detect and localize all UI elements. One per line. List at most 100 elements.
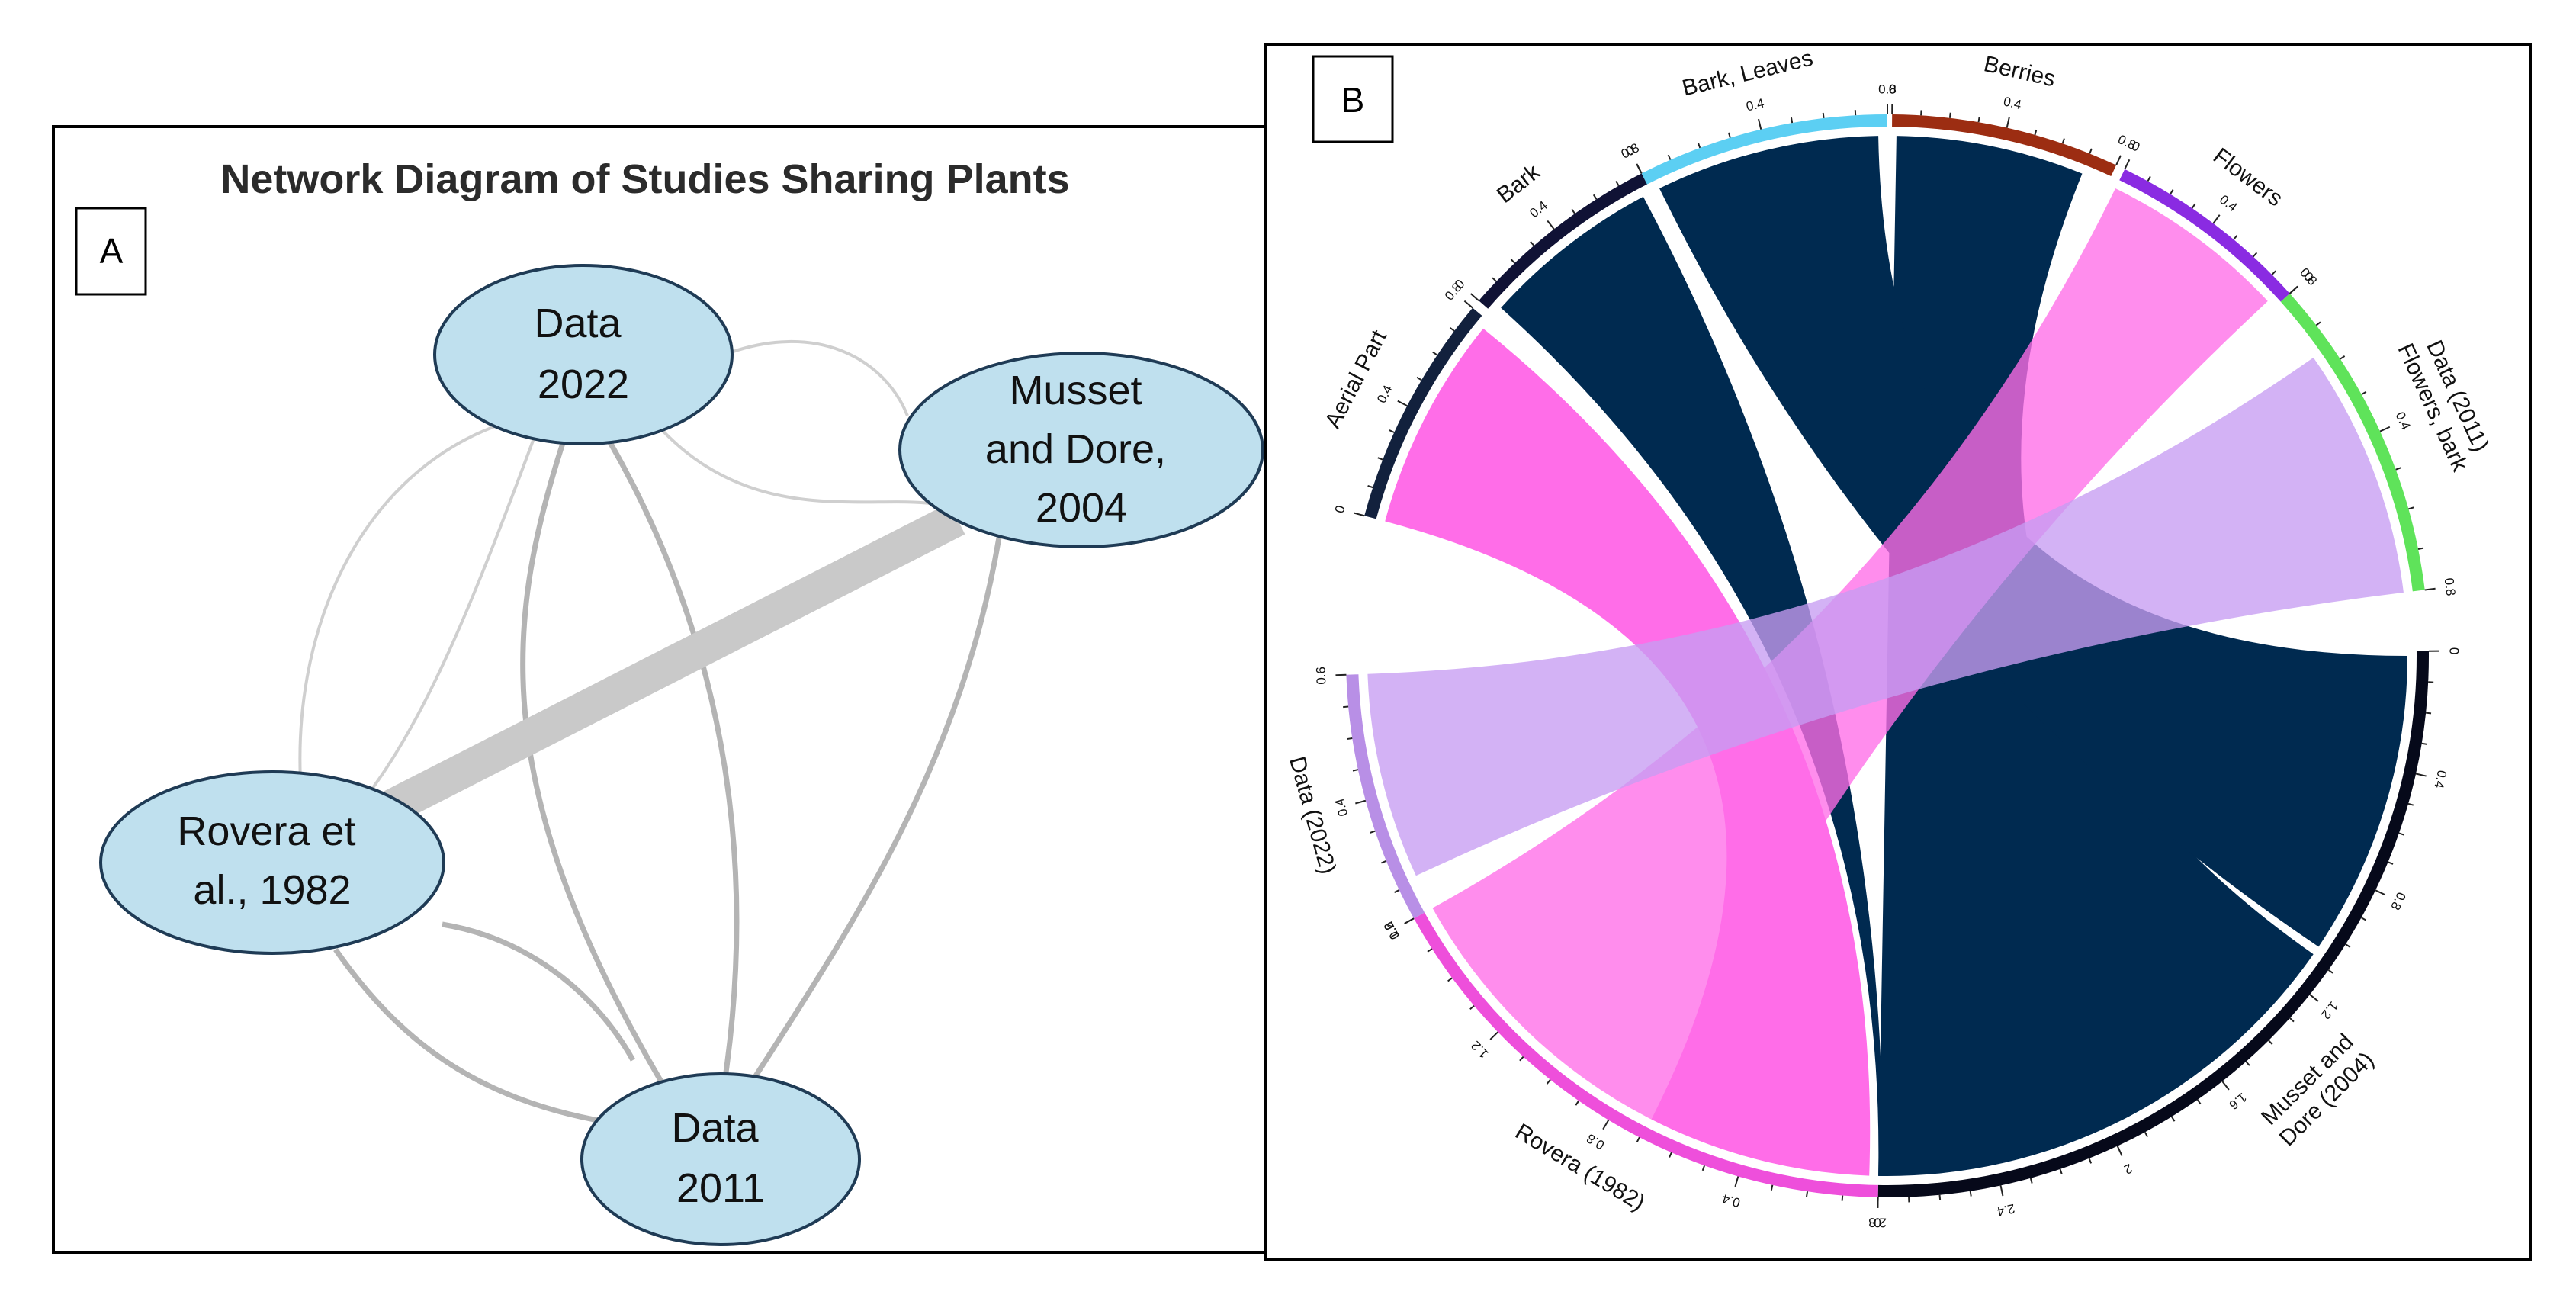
tick-label-aerial-0: 0 [1332,504,1348,515]
tick-data2011-5 [2395,467,2401,471]
tick-barkleaves-0 [1636,163,1643,174]
node-musset-ellipse [898,352,1264,548]
node-data2022[interactable]: Data 2022 [433,264,734,445]
node-musset[interactable]: Musset and Dore, 2004 [898,352,1264,548]
tick-data2011-3 [2361,390,2367,396]
tick-musset-11 [2327,969,2333,974]
network-nodes: Data 2022 Musset and Dore, 2004 Rovera e… [99,264,1264,1246]
edge-musset-data2011 [749,537,1002,1085]
tick-bark-6 [1592,194,1598,200]
tick-musset-21 [2088,1158,2093,1164]
tick-musset-8 [2375,889,2386,896]
panel-b-label-box [1312,55,1394,143]
node-data2011-line1: Data [671,1105,759,1151]
tick-label-data2022-2: 0.6 [1314,667,1329,685]
tick-musset-23 [2029,1178,2033,1184]
tick-musset-9 [2361,917,2367,921]
tick-data2022-3 [1370,830,1376,834]
tick-data2011-4 [2379,426,2391,432]
arc-berries[interactable] [1892,114,2117,177]
tick-label-musset-7: 2.8 [1868,1215,1887,1229]
tick-bark-3 [1530,241,1535,246]
tick-berries-7 [2089,148,2093,154]
node-data2022-label: Data 2022 [534,300,632,407]
node-musset-label: Musset and Dore, 2004 [985,368,1177,531]
arc-barkleaves[interactable] [1641,114,1888,185]
tick-musset-17 [2196,1099,2202,1105]
node-data2022-line2: 2022 [538,362,629,407]
tick-data2022-4 [1355,799,1367,805]
tick-musset-13 [2289,1017,2295,1023]
ribbon-rovera-aerial[interactable] [1385,328,1871,1176]
tick-bark-1 [1492,277,1497,282]
tick-musset-19 [2144,1132,2149,1138]
tick-berries-6 [2061,138,2065,144]
tick-bark-7 [1615,181,1620,187]
tick-musset-14 [2268,1040,2273,1045]
tick-flowers-0 [2124,159,2131,170]
tick-musset-16 [2221,1081,2230,1091]
tick-musset-22 [2059,1168,2063,1174]
tick-rovera-14 [1447,977,1453,982]
node-musset-line3: 2004 [1036,485,1127,531]
node-data2011-label: Data 2011 [671,1105,769,1211]
tick-data2022-2 [1381,860,1387,864]
node-rovera-label: Rovera et al., 1982 [177,808,367,913]
node-rovera-line2: al., 1982 [193,867,351,913]
tick-flowers-1 [2147,175,2151,182]
tick-label-musset-1: 0.4 [2431,769,2449,789]
tick-barkleaves-4 [1758,118,1762,130]
tick-berries-5 [2034,129,2038,136]
node-rovera-ellipse [99,770,445,955]
tick-label-data2011-2: 0.8 [2442,577,2459,597]
arc-flowers[interactable] [2119,169,2290,302]
tick-aerial-4 [1397,400,1408,407]
ribbon-data2022-data2011[interactable] [1367,357,2404,876]
arc-aerial[interactable] [1364,307,1482,519]
network-edges [298,339,1002,1124]
tick-bark-5 [1571,208,1576,214]
edge-data2022-data2011-b [607,441,740,1084]
node-rovera-line1: Rovera et [177,808,355,854]
tick-rovera-6 [1669,1152,1672,1158]
tick-rovera-7 [1636,1136,1640,1142]
node-rovera[interactable]: Rovera et al., 1982 [99,770,445,955]
tick-data2011-1 [2315,321,2321,326]
panel-b-label: B [1341,80,1365,120]
tick-berries-4 [2006,117,2010,128]
tick-rovera-9 [1575,1100,1580,1106]
edge-data2022-rovera-b [365,438,535,799]
node-data2011-line2: 2011 [676,1165,765,1211]
ribbon-musset-barkleaves[interactable] [1659,136,2407,947]
tick-musset-10 [2345,943,2351,948]
arc-rovera[interactable] [1414,912,1878,1197]
tick-rovera-1 [1841,1195,1844,1201]
tick-aerial-3 [1389,429,1395,433]
arc-bark[interactable] [1479,173,1647,309]
tick-musset-18 [2171,1116,2176,1122]
tick-rovera-13 [1469,1004,1475,1011]
tick-flowers-3 [2191,203,2196,209]
ribbon-musset-berries[interactable] [1878,136,2314,1176]
tick-label-barkleaves-2: 0.8 [1878,82,1897,96]
tick-label-barkleaves-1: 0.4 [1745,96,1765,114]
edge-data2022-musset-b [654,422,931,505]
tick-flowers-5 [2233,235,2238,240]
panel-b: B 00.40.81.21.622.42.800.40.81.21.60.20.… [1264,43,2532,1261]
tick-barkleaves-5 [1790,117,1794,124]
node-data2011[interactable]: Data 2011 [580,1072,861,1246]
tick-musset-20 [2116,1146,2123,1156]
edge-musset-rovera [373,503,965,828]
tick-label-berries-0: 0 [1889,82,1897,96]
tick-data2022-1 [1394,889,1400,893]
network-title: Network Diagram of Studies Sharing Plant… [220,156,1069,202]
tick-berries-8 [2115,155,2122,165]
tick-aerial-6 [1432,351,1438,356]
tick-rovera-5 [1701,1165,1706,1171]
arc-data2011[interactable] [2280,293,2425,592]
arc-musset[interactable] [1877,651,2429,1197]
tick-barkleaves-6 [1822,112,1825,119]
tick-aerial-5 [1416,376,1422,381]
arc-data2022[interactable] [1346,674,1425,919]
panel-a: A Network Diagram of Studies Sharing Pla… [52,125,1267,1254]
